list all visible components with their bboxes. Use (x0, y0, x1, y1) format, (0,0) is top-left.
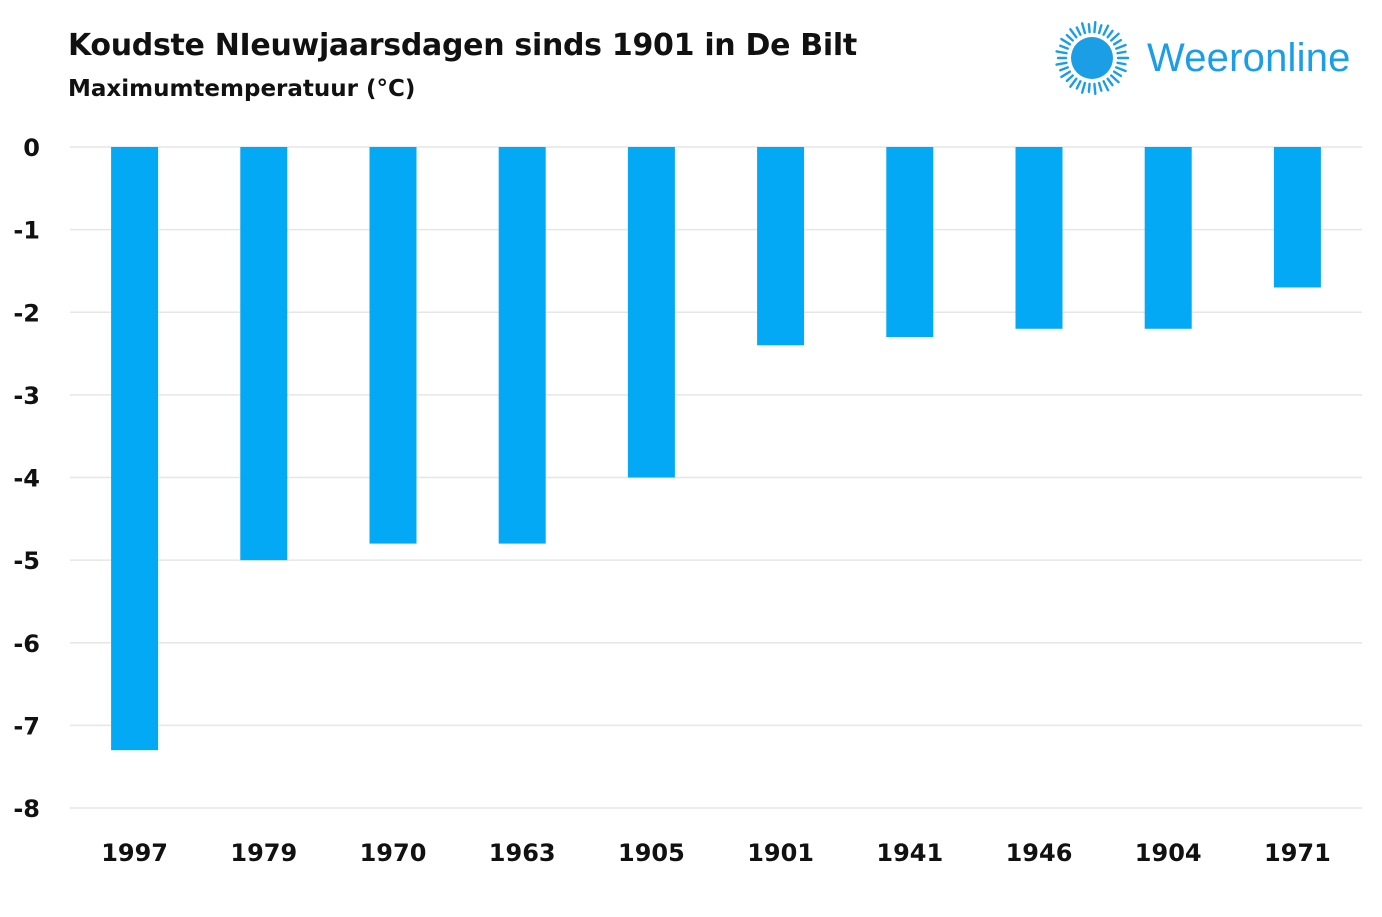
sun-ray (1102, 80, 1110, 92)
sun-ray (1116, 50, 1127, 55)
x-tick-label: 1904 (1135, 839, 1202, 867)
x-tick-label: 1979 (230, 839, 297, 867)
y-tick-label: -5 (13, 547, 40, 575)
y-tick-label: -4 (13, 465, 40, 493)
bar-1904 (1144, 147, 1192, 329)
sun-ray (1106, 29, 1114, 39)
bar-1901 (757, 147, 805, 346)
x-tick-label: 1970 (360, 839, 427, 867)
sun-ray (1097, 24, 1103, 35)
chart-subtitle: Maximumtemperatuur (°C) (68, 76, 416, 102)
bar-1941 (886, 147, 934, 338)
y-tick-label: -6 (13, 630, 40, 658)
sun-ray (1112, 38, 1123, 46)
sun-ray (1075, 26, 1082, 36)
sun-ray (1087, 82, 1091, 94)
y-tick-label: -1 (13, 217, 40, 245)
sun-ray (1059, 66, 1069, 72)
bar-1970 (369, 147, 417, 544)
sun-ray (1069, 28, 1078, 39)
y-tick-label: -2 (13, 299, 40, 327)
sun-icon (1055, 20, 1130, 96)
brand-logo (1050, 18, 1370, 98)
sun-ray (1087, 22, 1091, 34)
sun-ray (1080, 81, 1087, 94)
sun-ray (1093, 82, 1097, 96)
sun-ray (1055, 61, 1068, 66)
x-tick-label: 1946 (1006, 839, 1073, 867)
sun-ray (1060, 70, 1072, 79)
y-tick-label: -3 (13, 382, 40, 410)
sun-ray (1110, 32, 1120, 42)
sun-ray (1060, 37, 1072, 46)
sun-ray (1110, 74, 1120, 84)
sun-ray (1112, 70, 1123, 78)
sun-ray (1055, 50, 1068, 55)
x-tick-label: 1997 (101, 839, 168, 867)
sun-ray (1115, 66, 1127, 73)
y-axis-ticks: 0 -1 -2 -3 -4 -5 -6 -7 -8 (13, 134, 40, 823)
sun-ray (1102, 24, 1110, 36)
sun-ray (1059, 44, 1069, 50)
x-tick-label: 1941 (876, 839, 943, 867)
x-tick-label: 1963 (489, 839, 556, 867)
y-tick-label: 0 (23, 134, 40, 162)
bar-1971 (1273, 147, 1321, 288)
bar-1963 (498, 147, 546, 544)
x-tick-label: 1905 (618, 839, 685, 867)
y-tick-label: -8 (13, 795, 40, 823)
bars (111, 147, 1321, 751)
sun-ray (1106, 77, 1114, 87)
sun-ray (1075, 80, 1082, 90)
sun-ray (1115, 43, 1127, 50)
x-tick-label: 1901 (747, 839, 814, 867)
bar-1946 (1015, 147, 1063, 329)
brand-name: Weeronline (1147, 36, 1351, 80)
sun-ray (1097, 81, 1103, 92)
bar-1979 (240, 147, 288, 561)
bar-1997 (111, 147, 159, 751)
chart-title: Koudste NIeuwjaarsdagen sinds 1901 in De… (68, 28, 857, 63)
sun-ray (1093, 20, 1097, 34)
y-tick-label: -7 (13, 712, 40, 740)
x-tick-label: 1971 (1264, 839, 1331, 867)
bar-1905 (627, 147, 675, 478)
sun-ray (1065, 33, 1074, 42)
sun-ray (1065, 74, 1074, 83)
sun-ray (1080, 22, 1087, 35)
x-axis-ticks: 1997 1979 1970 1963 1905 1901 1941 1946 1904 1971 (101, 839, 1331, 867)
sun-ray (1116, 61, 1127, 66)
sun-ray (1069, 77, 1078, 88)
